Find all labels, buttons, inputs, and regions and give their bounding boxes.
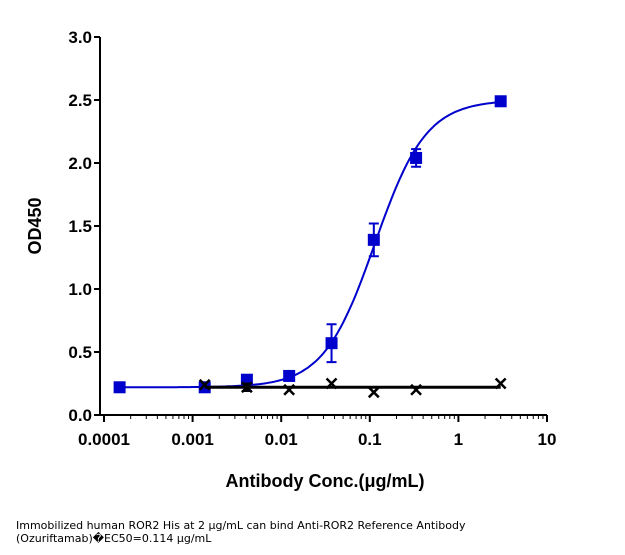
- x-tick-label: 0.1: [358, 430, 382, 449]
- data-point-cross: [410, 383, 422, 396]
- y-axis-label: OD450: [25, 197, 45, 254]
- series-2: [198, 377, 507, 399]
- y-tick-label: 2.5: [68, 91, 92, 110]
- fit-curve: [119, 101, 501, 389]
- data-point-square: [113, 381, 126, 394]
- caption-line-1: Immobilized human ROR2 His at 2 μg/mL ca…: [16, 519, 466, 532]
- y-tick-label: 1.0: [68, 280, 92, 299]
- axes: 0.0 0.5 1.0 1.5 2.0 2.5 3.0 0.0001 0.001 0.01 0.1 1…: [68, 28, 556, 449]
- y-tick-label: 0.5: [68, 343, 92, 362]
- caption-line-2: (Ozuriftamab)�EC50=0.114 μg/mL: [16, 532, 212, 545]
- x-tick-label: 1: [454, 430, 463, 449]
- y-tick-label: 1.5: [68, 217, 92, 236]
- data-point-square: [367, 233, 380, 246]
- x-tick-label: 0.001: [171, 430, 214, 449]
- series-1: [113, 95, 507, 394]
- data-point-square: [410, 151, 423, 164]
- marks: [113, 95, 507, 399]
- data-point-square: [325, 337, 338, 350]
- y-tick-label: 0.0: [68, 406, 92, 425]
- x-tick-label: 0.0001: [78, 430, 130, 449]
- data-point-cross: [283, 383, 296, 396]
- data-point-cross: [325, 377, 338, 390]
- figure-caption: Immobilized human ROR2 His at 2 μg/mL ca…: [16, 519, 536, 545]
- x-axis-label: Antibody Conc.(μg/mL): [226, 471, 425, 491]
- y-tick-label: 3.0: [68, 28, 92, 47]
- data-point-square: [283, 369, 296, 382]
- y-tick-label: 2.0: [68, 154, 92, 173]
- data-point-square: [494, 95, 507, 108]
- data-point-cross: [367, 386, 380, 399]
- x-tick-label: 10: [538, 430, 557, 449]
- x-tick-label: 0.01: [265, 430, 298, 449]
- data-point-cross: [198, 378, 211, 391]
- data-point-cross: [241, 381, 253, 394]
- data-point-cross: [494, 377, 507, 390]
